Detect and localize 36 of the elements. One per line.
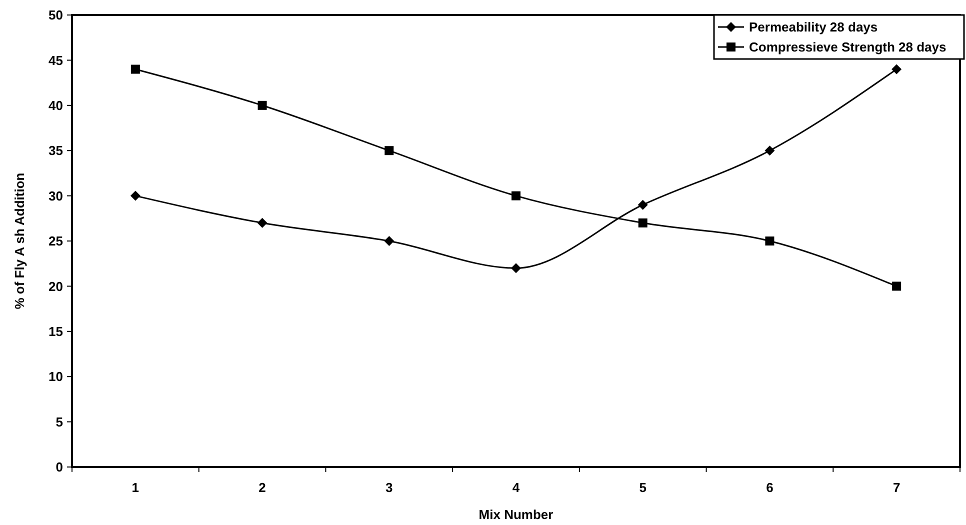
y-tick-label: 45 [48, 52, 63, 68]
x-tick-label: 5 [639, 480, 646, 495]
x-axis-title: Mix Number [478, 507, 554, 522]
x-tick-label: 3 [386, 480, 393, 495]
x-tick-label: 6 [766, 480, 774, 495]
point [764, 146, 775, 156]
point [258, 100, 267, 110]
x-tick-label: 2 [258, 480, 266, 495]
y-tick-label: 15 [48, 324, 63, 339]
point [892, 282, 902, 291]
x-tick-label: 1 [132, 480, 140, 495]
point [384, 146, 394, 156]
legend-label: Compressieve Strength 28 days [749, 40, 946, 55]
x-tick-label: 7 [892, 480, 900, 495]
point [384, 236, 394, 246]
y-tick-label: 50 [48, 8, 63, 23]
y-tick-label: 10 [48, 369, 63, 384]
legend-label: Permeability 28 days [749, 20, 878, 35]
point [130, 64, 140, 74]
point [511, 263, 521, 274]
point [638, 218, 648, 228]
y-tick-label: 40 [48, 98, 63, 113]
point [638, 200, 648, 210]
y-tick-label: 0 [56, 460, 63, 475]
point [892, 64, 902, 74]
point [512, 191, 520, 200]
point [130, 190, 140, 201]
point [257, 218, 268, 228]
y-tick-label: 5 [56, 414, 63, 430]
y-axis-title: % of Fly A sh Addition [12, 172, 27, 310]
y-tick-label: 25 [48, 234, 63, 249]
point [765, 236, 774, 246]
y-tick-label: 20 [48, 278, 63, 294]
y-tick-label: 30 [48, 188, 63, 204]
y-tick-label: 35 [48, 143, 63, 158]
x-tick-label: 4 [512, 480, 520, 495]
